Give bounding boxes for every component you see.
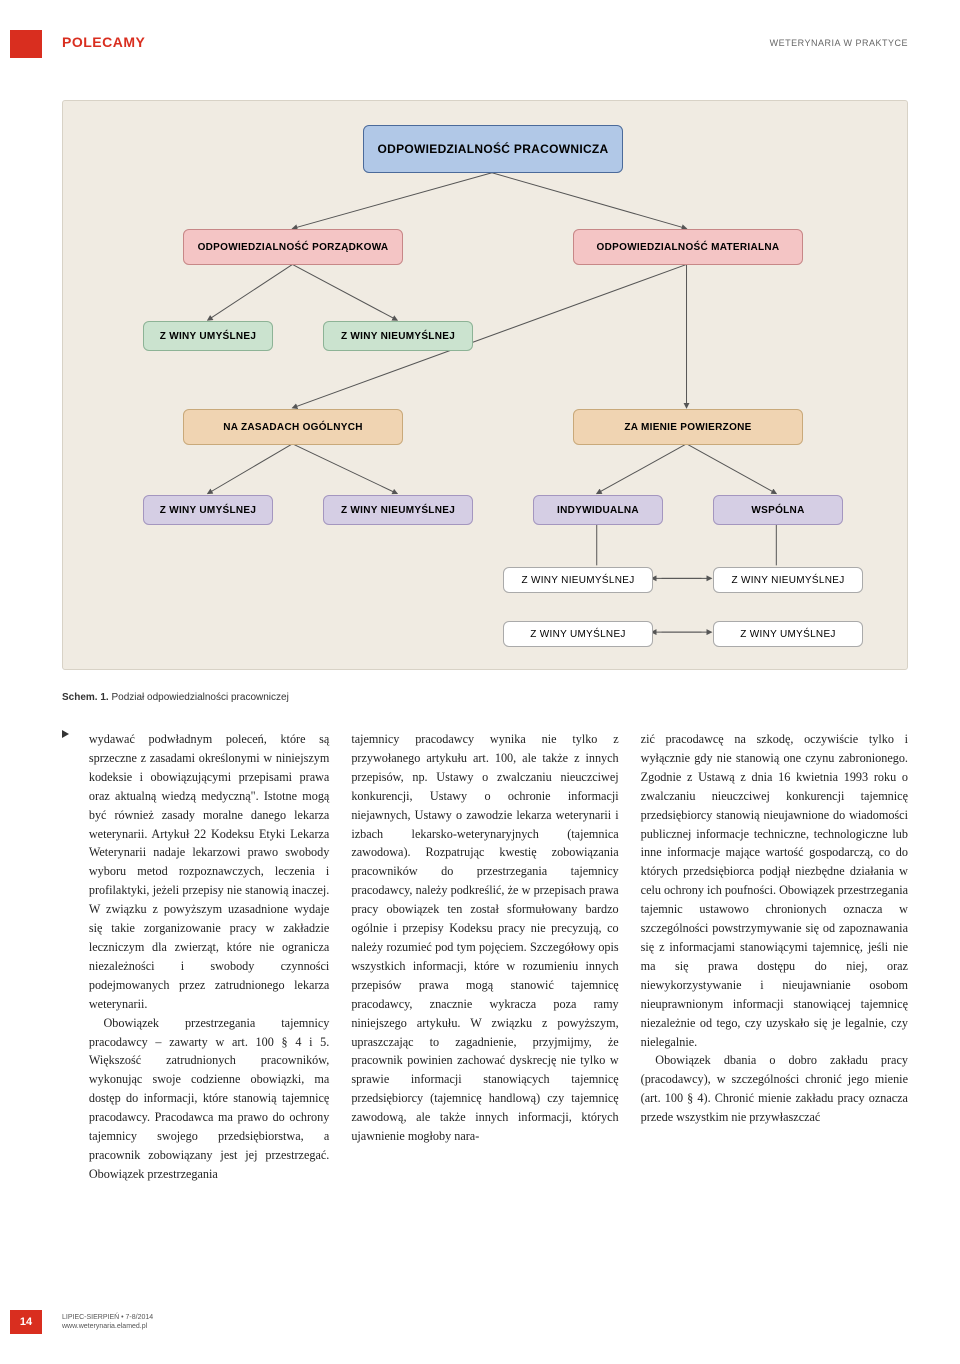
diagram-container: ODPOWIEDZIALNOŚĆ PRACOWNICZA ODPOWIEDZIA… xyxy=(62,100,908,670)
issue-info: LIPIEC-SIERPIEŃ • 7-8/2014 www.weterynar… xyxy=(62,1313,153,1331)
node-og: NA ZASADACH OGÓLNYCH xyxy=(183,409,403,445)
column-1: wydawać podwładnym poleceń, które są spr… xyxy=(62,730,329,1184)
issue-url: www.weterynaria.elamed.pl xyxy=(62,1322,153,1331)
body-text: wydawać podwładnym poleceń, które są spr… xyxy=(62,730,908,1184)
node-mat: ODPOWIEDZIALNOŚĆ MATERIALNA xyxy=(573,229,803,265)
issue-date: LIPIEC-SIERPIEŃ • 7-8/2014 xyxy=(62,1313,153,1322)
node-nu4: Z WINY NIEUMYŚLNEJ xyxy=(713,567,863,593)
caption-text: Podział odpowiedzialności pracowniczej xyxy=(109,692,289,703)
col2-text: tajemnicy pracodawcy wynika nie tylko z … xyxy=(351,732,618,1143)
node-ind: INDYWIDUALNA xyxy=(533,495,663,525)
col3-para2: Obowiązek dbania o dobro zakładu pracy (… xyxy=(641,1051,908,1127)
node-pow: ZA MIENIE POWIERZONE xyxy=(573,409,803,445)
bullet-icon xyxy=(62,730,69,738)
column-3: zić pracodawcę na szkodę, oczywiście tyl… xyxy=(641,730,908,1184)
node-nu1: Z WINY NIEUMYŚLNEJ xyxy=(323,321,473,351)
diagram-caption: Schem. 1. Podział odpowiedzialności prac… xyxy=(62,692,289,703)
col1-para2: Obowiązek przestrzegania tajemnicy praco… xyxy=(89,1014,329,1184)
column-2: tajemnicy pracodawcy wynika nie tylko z … xyxy=(351,730,618,1184)
col1-para1: wydawać podwładnym poleceń, które są spr… xyxy=(89,732,329,1011)
node-wsp: WSPÓLNA xyxy=(713,495,843,525)
footer: 14 LIPIEC-SIERPIEŃ • 7-8/2014 www.wetery… xyxy=(10,1310,153,1334)
page-number: 14 xyxy=(10,1310,42,1334)
publication-name: WETERYNARIA W PRAKTYCE xyxy=(770,38,908,48)
node-nu2: Z WINY NIEUMYŚLNEJ xyxy=(323,495,473,525)
node-um2: Z WINY UMYŚLNEJ xyxy=(143,495,273,525)
node-um1: Z WINY UMYŚLNEJ xyxy=(143,321,273,351)
node-root: ODPOWIEDZIALNOŚĆ PRACOWNICZA xyxy=(363,125,623,173)
node-nu3: Z WINY NIEUMYŚLNEJ xyxy=(503,567,653,593)
node-um4: Z WINY UMYŚLNEJ xyxy=(713,621,863,647)
node-um3: Z WINY UMYŚLNEJ xyxy=(503,621,653,647)
caption-bold: Schem. 1. xyxy=(62,692,109,703)
section-label: POLECAMY xyxy=(62,34,145,50)
header-accent-bar xyxy=(10,30,42,58)
node-porz: ODPOWIEDZIALNOŚĆ PORZĄDKOWA xyxy=(183,229,403,265)
col3-para1: zić pracodawcę na szkodę, oczywiście tyl… xyxy=(641,732,908,1049)
